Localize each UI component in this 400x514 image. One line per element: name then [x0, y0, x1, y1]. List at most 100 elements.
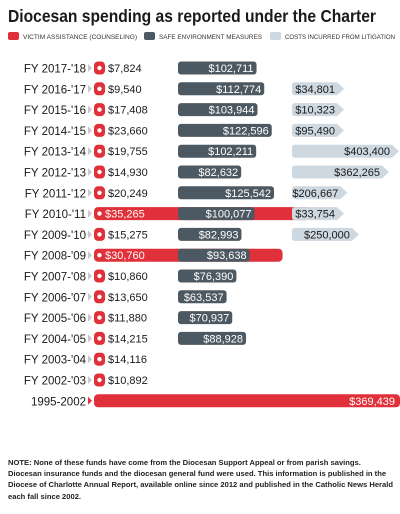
category-label: FY 2015-'16	[24, 105, 86, 117]
victim-assistance-dot	[97, 294, 102, 299]
row-pointer	[88, 292, 92, 301]
safe-environment-value: $100,077	[206, 209, 252, 221]
victim-assistance-dot	[97, 169, 102, 175]
legend-swatch-2	[144, 32, 155, 40]
row-pointer	[88, 355, 92, 364]
safe-environment-value: $103,944	[209, 105, 255, 117]
litigation-bar	[292, 186, 348, 200]
category-label: FY 2011-'12	[25, 188, 86, 200]
safe-environment-value: $102,211	[208, 146, 253, 158]
victim-assistance-dot	[97, 128, 102, 133]
victim-assistance-value: $15,275	[108, 229, 148, 241]
category-label: 1995-2002	[31, 396, 86, 408]
victim-assistance-dot	[97, 211, 102, 216]
row-pointer	[88, 126, 92, 135]
category-label: FY 2017-'18	[24, 64, 86, 76]
litigation-value: $34,801	[295, 84, 335, 96]
safe-environment-bar	[178, 331, 247, 345]
safe-environment-bar	[178, 248, 250, 262]
footnote: NOTE: None of these funds have come from…	[8, 458, 393, 501]
victim-assistance-dot	[97, 86, 102, 92]
safe-environment-value: $112,774	[216, 84, 261, 96]
row-pointer	[88, 334, 92, 343]
row-pointer	[88, 105, 92, 114]
victim-assistance-value: $17,408	[108, 105, 148, 117]
victim-assistance-value: $19,755	[108, 146, 148, 158]
safe-environment-bar	[178, 61, 257, 75]
safe-environment-bar	[178, 269, 237, 283]
victim-assistance-value: $10,860	[108, 271, 148, 283]
victim-assistance-value: $14,930	[108, 167, 148, 179]
row-pointer	[88, 64, 92, 72]
safe-environment-value: $82,993	[199, 229, 239, 241]
category-label: FY 2003-'04	[24, 355, 87, 367]
category-label: FY 2009-'10	[24, 230, 86, 242]
victim-assistance-value: $13,650	[108, 292, 148, 304]
safe-environment-value: $70,937	[189, 313, 229, 325]
legend-swatch-1	[8, 32, 19, 40]
litigation-value: $362,265	[334, 167, 380, 179]
legend-swatch-3	[270, 32, 281, 40]
litigation-value: $250,000	[304, 229, 350, 241]
category-label: FY 2007-'08	[24, 272, 86, 284]
row-pointer	[88, 147, 92, 156]
row-pointer	[88, 376, 92, 384]
victim-assistance-dot	[97, 65, 102, 71]
safe-environment-bar	[178, 165, 242, 179]
category-label: FY 2005-'06	[24, 313, 86, 325]
victim-assistance-value: $20,249	[108, 188, 148, 200]
litigation-bar	[292, 207, 344, 221]
safe-environment-bar	[178, 186, 274, 200]
victim-assistance-dot	[97, 190, 102, 195]
safe-environment-bar	[178, 227, 242, 241]
category-label: FY 2002-'03	[24, 376, 86, 388]
safe-environment-bar	[178, 144, 257, 158]
victim-assistance-bar	[94, 394, 400, 408]
litigation-value: $10,323	[295, 105, 335, 117]
litigation-bar	[292, 165, 389, 179]
victim-assistance-dot	[97, 336, 102, 341]
safe-environment-bar	[178, 207, 255, 221]
category-label: FY 2012-'13	[24, 168, 86, 180]
category-label: FY 2004-'05	[24, 334, 86, 346]
victim-assistance-value: $30,760	[105, 250, 145, 262]
victim-assistance-value: $369,439	[349, 396, 395, 408]
row-pointer	[88, 209, 92, 218]
litigation-bar	[292, 103, 344, 117]
victim-assistance-value: $23,660	[108, 125, 148, 137]
category-label: FY 2006-'07	[24, 292, 86, 304]
litigation-bar	[292, 144, 399, 158]
victim-assistance-dot	[97, 253, 102, 258]
safe-environment-value: $125,542	[225, 188, 271, 200]
row-pointer	[88, 230, 92, 239]
victim-assistance-value: $11,880	[108, 313, 147, 325]
safe-environment-bar	[178, 82, 265, 96]
victim-assistance-value: $14,215	[108, 333, 148, 345]
safe-environment-value: $93,638	[207, 250, 247, 262]
row-pointer	[88, 396, 92, 405]
litigation-value: $95,490	[295, 125, 335, 137]
category-label: FY 2008-'09	[24, 251, 86, 263]
row-pointer	[88, 168, 92, 176]
litigation-value: $33,754	[295, 209, 335, 221]
safe-environment-value: $82,632	[198, 167, 238, 179]
victim-assistance-dot	[97, 149, 102, 154]
litigation-bar	[292, 82, 344, 96]
safe-environment-bar	[178, 290, 227, 304]
legend-label-1: VICTIM ASSISTANCE (COUNSELING)	[23, 34, 137, 41]
safe-environment-value: $88,928	[203, 333, 243, 345]
victim-assistance-value: $35,265	[105, 209, 145, 221]
litigation-bar	[292, 123, 344, 137]
safe-environment-value: $102,711	[208, 63, 253, 75]
victim-assistance-value: $7,824	[108, 63, 142, 75]
legend-label-3: COSTS INCURRED FROM LITIGATION	[285, 34, 395, 41]
row-pointer	[88, 188, 92, 197]
safe-environment-bar	[178, 311, 233, 325]
litigation-value: $206,667	[292, 188, 338, 200]
safe-environment-value: $63,537	[184, 292, 224, 304]
victim-assistance-dot	[97, 232, 102, 237]
victim-assistance-value: $14,116	[108, 354, 147, 366]
row-pointer	[88, 313, 92, 322]
litigation-value: $403,400	[344, 146, 390, 158]
